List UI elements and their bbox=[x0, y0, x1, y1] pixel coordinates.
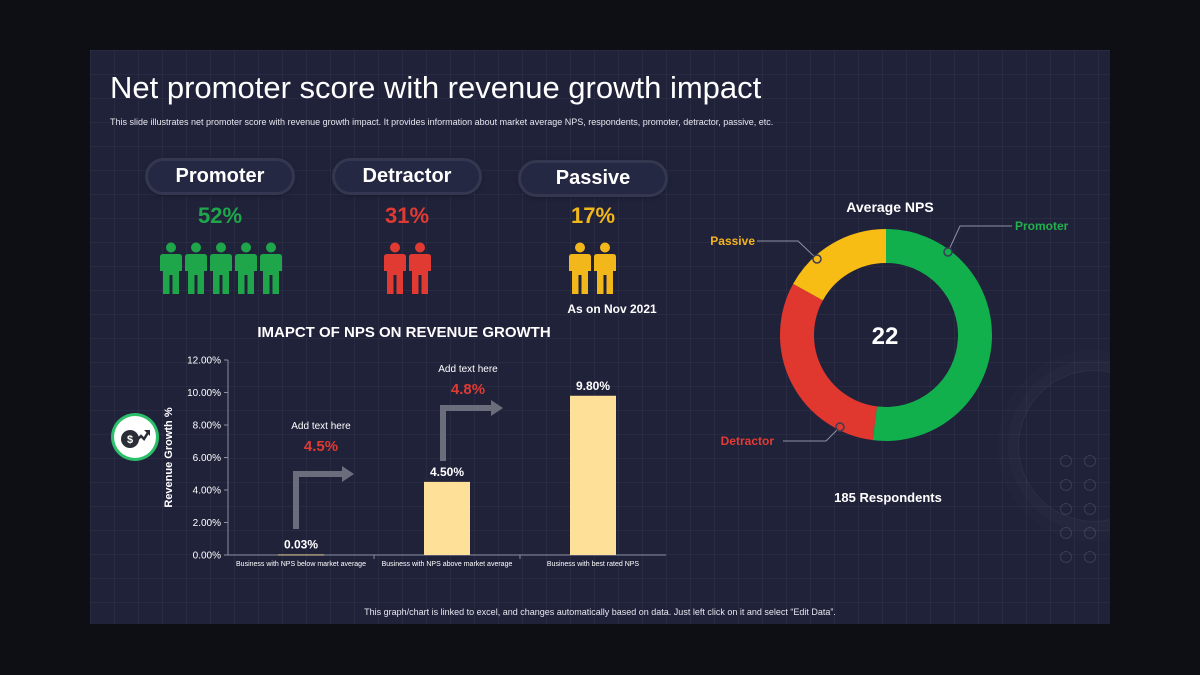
leader-line bbox=[757, 240, 818, 260]
person-icon bbox=[409, 242, 431, 294]
footer-note: This graph/chart is linked to excel, and… bbox=[364, 607, 836, 617]
person-icon bbox=[210, 242, 232, 294]
decorative-dots bbox=[1060, 455, 1106, 563]
annotation-arrow bbox=[293, 471, 344, 529]
y-tick-label: 0.00% bbox=[193, 551, 221, 562]
x-tick-label: Business with NPS above market average bbox=[382, 561, 513, 568]
passive-percent: 17% bbox=[570, 203, 616, 228]
y-tick-label: 6.00% bbox=[193, 453, 221, 464]
bar-value-label: 0.03% bbox=[284, 538, 318, 552]
donut-slice bbox=[793, 229, 887, 301]
y-tick-label: 4.00% bbox=[193, 486, 221, 497]
bar-value-label: 9.80% bbox=[576, 379, 610, 393]
page-title: Net promoter score with revenue growth i… bbox=[110, 70, 762, 105]
person-icon bbox=[384, 242, 406, 294]
annotation-value: 4.8% bbox=[451, 381, 485, 398]
donut-title: Average NPS bbox=[846, 199, 933, 215]
annotation-arrow bbox=[440, 405, 493, 461]
as-of-date: As on Nov 2021 bbox=[567, 302, 657, 316]
annotation-arrowhead bbox=[491, 400, 503, 416]
leader-dot bbox=[943, 247, 953, 257]
leader-line bbox=[947, 225, 1012, 253]
annotation-text: Add text here bbox=[438, 364, 498, 375]
slide: Net promoter score with revenue growth i… bbox=[90, 50, 1110, 624]
revenue-growth-chart: IMAPCT OF NPS ON REVENUE GROWTH 0.00% 2.00… bbox=[163, 324, 666, 568]
detractor-people bbox=[384, 242, 431, 294]
bar bbox=[278, 554, 324, 556]
bar bbox=[424, 481, 470, 555]
svg-text:$: $ bbox=[127, 434, 133, 446]
chart-title: IMAPCT OF NPS ON REVENUE GROWTH bbox=[257, 324, 550, 341]
x-tick-label: Business with NPS below market average bbox=[236, 561, 366, 568]
passive-pill: Passive bbox=[521, 163, 665, 194]
x-tick-label: Business with best rated NPS bbox=[547, 561, 640, 568]
donut-slice bbox=[872, 229, 992, 441]
detractor-pill: Detractor bbox=[335, 161, 479, 192]
donut-label: Passive bbox=[710, 234, 755, 248]
money-growth-icon: $ bbox=[114, 416, 156, 458]
bar-value-label: 4.50% bbox=[430, 465, 464, 479]
promoter-percent: 52% bbox=[197, 203, 243, 228]
page-subtitle: This slide illustrates net promoter scor… bbox=[110, 117, 774, 127]
y-tick-label: 2.00% bbox=[193, 518, 221, 529]
donut-label: Detractor bbox=[721, 434, 775, 448]
average-nps-donut: Average NPS 22 185 Respondents Promoter Detr… bbox=[710, 199, 1069, 505]
person-icon bbox=[260, 242, 282, 294]
donut-slice bbox=[780, 283, 878, 441]
passive-people bbox=[569, 242, 616, 294]
y-tick-label: 10.00% bbox=[187, 388, 221, 399]
person-icon bbox=[185, 242, 207, 294]
annotation-arrowhead bbox=[342, 466, 354, 482]
annotation-text: Add text here bbox=[291, 421, 351, 432]
person-icon bbox=[235, 242, 257, 294]
donut-label: Promoter bbox=[1015, 219, 1069, 233]
y-tick-label: 8.00% bbox=[193, 421, 221, 432]
nps-value: 22 bbox=[872, 323, 899, 350]
annotation-value: 4.5% bbox=[304, 438, 338, 455]
y-axis-label: Revenue Growth % bbox=[163, 407, 175, 507]
person-icon bbox=[160, 242, 182, 294]
person-icon bbox=[594, 242, 616, 294]
detractor-percent: 31% bbox=[384, 203, 430, 228]
leader-dot bbox=[812, 254, 822, 264]
leader-dot bbox=[835, 422, 845, 432]
promoter-pill: Promoter bbox=[148, 161, 292, 192]
leader-line bbox=[783, 426, 841, 442]
promoter-people bbox=[160, 242, 282, 294]
person-icon bbox=[569, 242, 591, 294]
bar bbox=[570, 395, 616, 555]
respondents-count: 185 Respondents bbox=[834, 490, 942, 505]
y-tick-label: 12.00% bbox=[187, 356, 221, 367]
